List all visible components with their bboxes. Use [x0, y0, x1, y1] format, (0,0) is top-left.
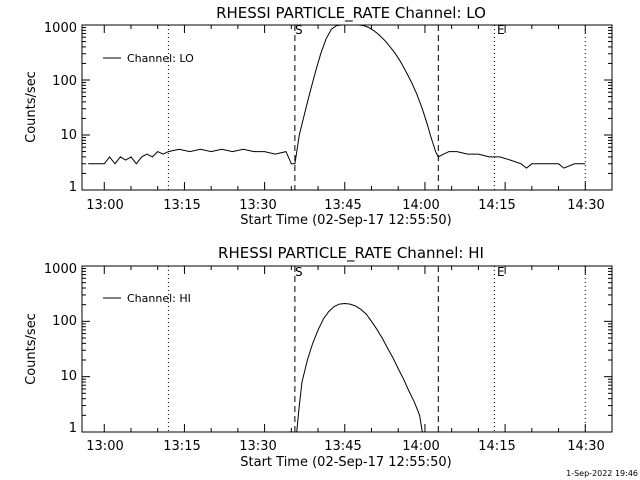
panel-lo: RHESSI PARTICLE_RATE Channel: LO Start T…: [24, 4, 613, 228]
panel-hi-ytick-1: 1: [69, 421, 77, 436]
panel-lo-ytick-1000: 1000: [44, 21, 77, 36]
panel-lo-xtick-1415: 14:15: [478, 198, 515, 213]
panel-hi-plot-frame: [81, 265, 613, 433]
panel-lo-xtick-1330: 13:30: [239, 198, 276, 213]
panel-lo-xtick-1300: 13:00: [86, 198, 123, 213]
panel-lo-ytick-10: 10: [60, 128, 77, 143]
panel-lo-xtick-1430: 14:30: [567, 198, 604, 213]
panel-hi-xtick-1300: 13:00: [86, 439, 123, 454]
panel-lo-start-marker: S: [295, 23, 303, 37]
panel-lo-xlabel: Start Time (02-Sep-17 12:55:50): [240, 213, 451, 228]
panel-hi-xtick-1400: 14:00: [402, 439, 439, 454]
panel-hi-ytick-1000: 1000: [44, 262, 77, 277]
panel-lo-y-tick-labels: 1 10 100 1000: [44, 21, 77, 195]
panel-lo-title: RHESSI PARTICLE_RATE Channel: LO: [216, 4, 486, 23]
panel-lo-plot-frame: [81, 24, 613, 191]
panel-hi-xtick-1430: 14:30: [567, 439, 604, 454]
panel-lo-ytick-1: 1: [69, 180, 77, 195]
panel-hi-ytick-100: 100: [52, 314, 77, 329]
panel-hi-xtick-1315: 13:15: [163, 439, 200, 454]
panel-hi-start-marker: S: [295, 265, 303, 279]
panel-lo-xtick-1400: 14:00: [402, 198, 439, 213]
footer-timestamp: 1-Sep-2022 19:46: [566, 469, 638, 478]
panel-hi-ytick-10: 10: [60, 369, 77, 384]
panel-lo-xtick-1345: 13:45: [324, 198, 361, 213]
panel-lo-ytick-100: 100: [52, 74, 77, 89]
panel-lo-end-marker: E: [497, 23, 505, 37]
panel-hi-xlabel: Start Time (02-Sep-17 12:55:50): [240, 455, 451, 470]
panel-hi-end-marker: E: [497, 265, 505, 279]
panel-hi-xtick-1330: 13:30: [239, 439, 276, 454]
panel-lo-xtick-1315: 13:15: [163, 198, 200, 213]
panel-hi-y-tick-labels: 1 10 100 1000: [44, 262, 77, 436]
panel-hi-title: RHESSI PARTICLE_RATE Channel: HI: [218, 244, 484, 263]
panel-lo-x-tick-labels: 13:00 13:15 13:30 13:45 14:00 14:15 14:3…: [86, 198, 604, 213]
panel-lo-ylabel: Counts/sec: [24, 71, 39, 143]
panel-lo-series-line-0: [88, 24, 586, 169]
panel-hi-xtick-1415: 14:15: [478, 439, 515, 454]
panel-hi-ylabel: Counts/sec: [24, 313, 39, 385]
panel-lo-legend-label: Channel: LO: [127, 52, 194, 65]
panel-hi-xtick-1345: 13:45: [324, 439, 361, 454]
panel-hi: RHESSI PARTICLE_RATE Channel: HI Start T…: [24, 244, 613, 470]
panel-hi-series-line-0: [296, 302, 423, 433]
panel-hi-x-tick-labels: 13:00 13:15 13:30 13:45 14:00 14:15 14:3…: [86, 439, 604, 454]
panel-hi-legend-label: Channel: HI: [127, 292, 191, 305]
